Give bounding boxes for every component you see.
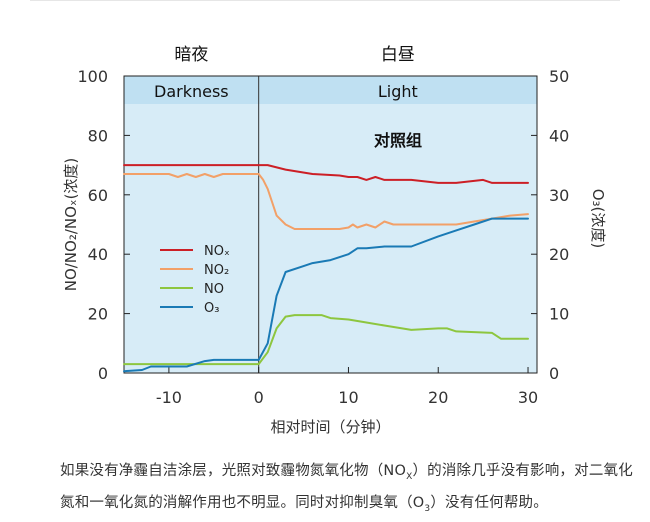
y-right-axis-label: O₃(浓度) bbox=[589, 189, 607, 249]
series-line-2 bbox=[123, 314, 529, 366]
x-tick-label: -10 bbox=[156, 388, 182, 407]
x-axis-label: 相对时间（分钟） bbox=[270, 418, 390, 436]
caption-text-3: ）没有任何帮助。 bbox=[430, 494, 548, 511]
panel-label-light: Light bbox=[378, 82, 418, 101]
y-left-tick-label: 80 bbox=[88, 126, 108, 145]
phase-label-dark: 暗夜 bbox=[174, 45, 208, 65]
caption-text-1: 如果没有净霾自洁涂层，光照对致霾物氮氧化物（NO bbox=[60, 463, 407, 479]
legend-label-2: NO bbox=[204, 282, 224, 297]
plot-frame bbox=[123, 75, 538, 374]
top-divider bbox=[30, 0, 620, 1]
y-left-tick-label: 60 bbox=[88, 186, 108, 205]
x-tick-label: 0 bbox=[254, 388, 264, 407]
phase-label-light: 白昼 bbox=[381, 45, 415, 65]
chart-caption: 如果没有净霾自洁涂层，光照对致霾物氮氧化物（NOX）的消除几乎没有影响，对二氧化… bbox=[60, 458, 640, 522]
legend-label-0: NOₓ bbox=[204, 244, 230, 259]
y-right-tick-label: 20 bbox=[549, 245, 569, 264]
y-right-tick-label: 40 bbox=[549, 126, 569, 145]
x-tick-label: 30 bbox=[518, 388, 538, 407]
x-tick-label: 20 bbox=[428, 388, 448, 407]
caption-sub-1: X bbox=[406, 471, 413, 482]
legend-label-3: O₃ bbox=[204, 301, 219, 316]
legend-label-1: NO₂ bbox=[204, 263, 229, 278]
y-right-tick-label: 30 bbox=[549, 186, 569, 205]
y-left-tick-label: 40 bbox=[88, 245, 108, 264]
series-line-0 bbox=[123, 164, 529, 184]
caption-text-2: ）的消除几乎没有影响，对二氧化氮和一氧化氮的消解作用也不明显。同时对抑制臭氧（O bbox=[60, 463, 633, 511]
x-tick-label: 10 bbox=[338, 388, 358, 407]
series-line-1 bbox=[123, 173, 529, 230]
annotation-control-group: 对照组 bbox=[374, 131, 422, 150]
y-left-tick-label: 100 bbox=[77, 67, 108, 86]
y-right-tick-label: 50 bbox=[549, 67, 569, 86]
series-line-3 bbox=[123, 217, 529, 373]
y-left-tick-label: 0 bbox=[98, 364, 108, 383]
phase-header-strip bbox=[124, 76, 537, 104]
y-right-tick-label: 10 bbox=[549, 305, 569, 324]
caption-sub-2: 3 bbox=[424, 503, 431, 514]
y-left-axis-label: NO/NO₂/NOₓ(浓度) bbox=[62, 158, 80, 292]
plot-background bbox=[124, 76, 537, 373]
y-right-tick-label: 0 bbox=[549, 364, 559, 383]
panel-label-darkness: Darkness bbox=[154, 82, 229, 101]
y-left-tick-label: 20 bbox=[88, 305, 108, 324]
